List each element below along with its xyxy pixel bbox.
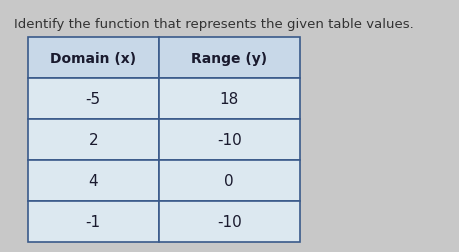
Bar xyxy=(158,119,299,160)
Bar xyxy=(28,119,158,160)
Text: Range (y): Range (y) xyxy=(191,51,267,65)
Bar xyxy=(28,79,158,119)
Text: -1: -1 xyxy=(85,214,101,229)
Text: -5: -5 xyxy=(85,92,101,107)
Text: 2: 2 xyxy=(88,133,98,147)
Bar xyxy=(28,201,158,242)
Text: -10: -10 xyxy=(217,133,241,147)
Text: 18: 18 xyxy=(219,92,238,107)
Bar xyxy=(158,79,299,119)
Bar xyxy=(28,160,158,201)
Bar xyxy=(158,38,299,79)
Text: Domain (x): Domain (x) xyxy=(50,51,136,65)
Bar xyxy=(158,160,299,201)
Bar xyxy=(28,38,158,79)
Text: Identify the function that represents the given table values.: Identify the function that represents th… xyxy=(14,18,413,31)
Text: 0: 0 xyxy=(224,173,234,188)
Bar xyxy=(158,201,299,242)
Text: 4: 4 xyxy=(88,173,98,188)
Text: -10: -10 xyxy=(217,214,241,229)
